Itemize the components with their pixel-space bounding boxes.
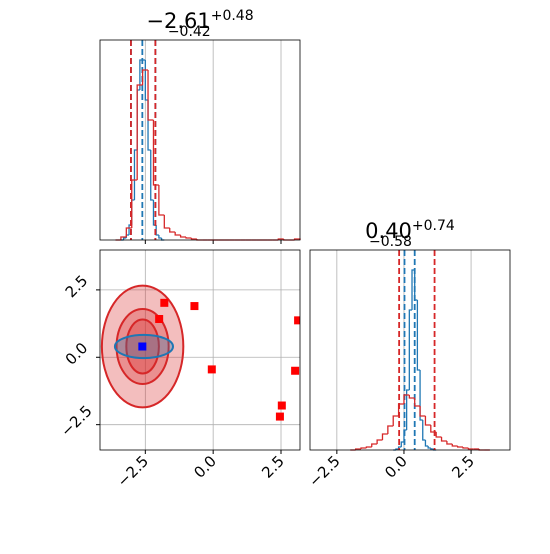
hist-step (381, 433, 388, 440)
hist-step (125, 227, 132, 237)
title-upper: +0.74 (412, 218, 455, 234)
plot-area (100, 284, 300, 421)
point (155, 315, 164, 324)
point (294, 316, 300, 325)
hist-step (360, 447, 367, 449)
hist-step (144, 60, 149, 101)
title-lower: −0.42 (168, 24, 211, 40)
x-tick-label: 0.0 (381, 452, 411, 482)
hist-step (408, 395, 415, 399)
hist-step (133, 149, 138, 200)
point (207, 365, 216, 374)
y-tick-label: 0.0 (62, 339, 92, 369)
hist-step (371, 443, 378, 447)
hist-step (141, 69, 149, 85)
hist-step (408, 309, 413, 390)
hist-step (155, 225, 159, 236)
hist-step (163, 215, 170, 229)
hist-step (419, 370, 423, 421)
hist-step (419, 406, 426, 417)
hist-step (158, 235, 162, 239)
x-tick-label: 0.0 (190, 452, 220, 482)
hist-step (365, 446, 372, 448)
hist-step (467, 448, 474, 450)
hist-step (416, 300, 421, 371)
hist-step (122, 237, 127, 240)
hist-step (462, 447, 469, 449)
point (275, 412, 284, 421)
hist-step (158, 185, 165, 216)
title-value: −2.61 (146, 9, 210, 33)
hist-step (400, 441, 404, 447)
hist-step (387, 425, 394, 434)
hist-step (446, 441, 453, 445)
panel-frame (99, 249, 301, 451)
hist-step (430, 448, 434, 450)
hist-step (422, 420, 426, 441)
hist-step (414, 398, 421, 407)
x-tick-label: −2.5 (305, 452, 343, 490)
hist-step (169, 228, 176, 233)
hist-step (185, 237, 192, 239)
hist-step (150, 150, 154, 201)
point (138, 342, 147, 351)
panel-title: 0.40+0.74 −0.58 (365, 218, 455, 250)
hist-step (392, 415, 399, 426)
hist-step (457, 446, 464, 448)
x-tick-label: 2.5 (448, 452, 478, 482)
hist-step (174, 232, 181, 236)
x-tick-label: −2.5 (114, 452, 152, 490)
panel-frame (309, 249, 511, 451)
hist-step (179, 235, 187, 238)
panel-frame (99, 39, 301, 241)
point (190, 302, 199, 311)
hist-step (424, 440, 429, 447)
title-upper: +0.48 (211, 8, 254, 24)
point (291, 366, 300, 375)
title-lower: −0.58 (369, 234, 412, 250)
y-tick-label: −2.5 (57, 402, 95, 440)
hist-step (120, 236, 127, 240)
point (277, 401, 286, 410)
x-tick-label: 2.5 (258, 452, 288, 482)
title-value: 0.40 (365, 219, 412, 243)
hist-step (427, 446, 431, 449)
hist-step (147, 70, 154, 121)
point (160, 298, 169, 307)
hist-step (424, 416, 431, 426)
hist-step (405, 389, 410, 430)
hist-step (451, 444, 458, 447)
hist-step (435, 432, 442, 438)
hist-step (403, 394, 410, 404)
hist-step (440, 437, 447, 442)
hist-step (152, 120, 159, 186)
hist-step (136, 84, 143, 180)
hist-step (376, 439, 383, 444)
panel-title: −2.61+0.48 −0.42 (146, 8, 253, 40)
y-tick-label: 2.5 (62, 272, 92, 302)
hist-step (190, 238, 197, 240)
